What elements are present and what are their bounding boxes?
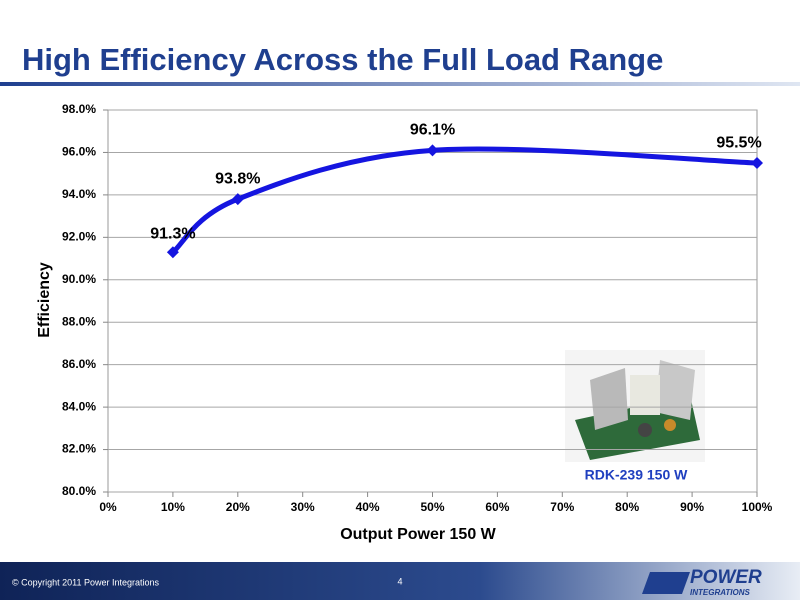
data-label: 91.3% [150,225,195,242]
product-photo [565,350,705,462]
logo-subtext: INTEGRATIONS [690,588,751,597]
title-underline [0,82,800,86]
x-tick-label: 70% [550,500,574,514]
heatsink [590,368,628,430]
x-tick-label: 30% [291,500,315,514]
inductor [664,419,676,431]
data-marker [231,193,244,206]
y-tick-label: 94.0% [62,187,96,201]
x-tick-label: 90% [680,500,704,514]
data-label: 96.1% [410,122,455,139]
y-tick-label: 88.0% [62,314,96,328]
x-tick-label: 80% [615,500,639,514]
page-number: 4 [397,576,402,586]
logo-text: POWER [690,567,762,588]
x-tick-label: 100% [742,500,773,514]
data-marker [166,246,179,259]
x-axis-title: Output Power 150 W [340,526,496,543]
photo-caption: RDK-239 150 W [585,467,688,483]
y-tick-label: 92.0% [62,230,96,244]
x-tick-label: 40% [356,500,380,514]
y-axis-title: Efficiency [36,262,53,338]
heatsink [655,360,695,420]
y-tick-label: 80.0% [62,484,96,498]
data-label: 93.8% [215,170,260,187]
copyright: © Copyright 2011 Power Integrations [12,577,160,587]
x-tick-label: 60% [485,500,509,514]
data-marker [426,144,439,157]
y-tick-label: 84.0% [62,399,96,413]
y-tick-label: 90.0% [62,272,96,286]
x-tick-label: 10% [161,500,185,514]
data-marker [751,157,763,170]
y-tick-label: 98.0% [62,102,96,116]
slide-title: High Efficiency Across the Full Load Ran… [22,42,663,77]
y-tick-label: 86.0% [62,357,96,371]
y-tick-label: 96.0% [62,145,96,159]
x-tick-label: 50% [420,500,444,514]
efficiency-line [171,146,758,255]
logo-mark [642,572,690,594]
transformer [630,375,660,415]
x-tick-label: 20% [226,500,250,514]
x-tick-label: 0% [99,500,117,514]
capacitor [638,423,652,437]
y-tick-label: 82.0% [62,442,96,456]
data-label: 95.5% [716,134,761,151]
